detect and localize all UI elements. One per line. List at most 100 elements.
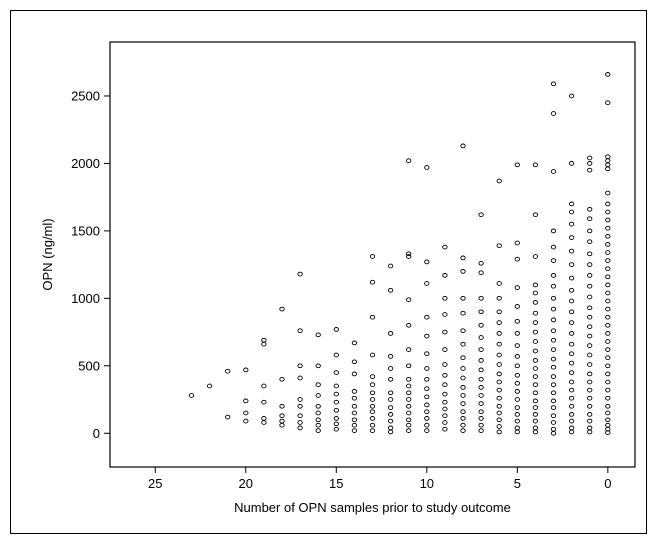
data-point xyxy=(605,410,611,416)
data-point xyxy=(514,318,520,324)
data-point xyxy=(261,341,267,347)
data-point xyxy=(351,422,358,428)
data-point xyxy=(424,351,430,357)
data-point xyxy=(550,390,557,396)
data-point xyxy=(261,337,267,343)
data-point xyxy=(460,428,466,433)
data-point xyxy=(297,271,303,277)
data-point xyxy=(460,401,466,406)
data-point xyxy=(387,376,394,382)
data-point xyxy=(496,410,502,416)
data-point xyxy=(406,428,412,433)
data-point xyxy=(550,328,557,334)
data-point xyxy=(460,310,466,316)
data-point xyxy=(442,312,448,317)
data-point xyxy=(460,143,466,149)
data-point xyxy=(568,93,575,99)
data-point xyxy=(387,366,394,371)
data-point xyxy=(478,416,484,421)
data-point xyxy=(387,331,394,336)
y-tick-label: 2500 xyxy=(71,88,100,103)
y-axis-title: OPN (ng/ml) xyxy=(40,218,55,290)
data-point xyxy=(568,248,575,254)
data-point xyxy=(605,201,611,207)
data-point xyxy=(460,375,466,381)
data-point xyxy=(514,354,520,359)
data-point xyxy=(261,383,267,389)
data-points xyxy=(188,72,611,436)
data-point xyxy=(587,155,593,161)
data-point xyxy=(478,335,484,340)
data-point xyxy=(605,209,611,215)
data-point xyxy=(442,420,448,425)
data-point xyxy=(424,314,430,320)
data-point xyxy=(351,428,358,433)
data-point xyxy=(532,339,539,344)
data-point xyxy=(514,380,520,386)
data-point xyxy=(478,385,484,390)
data-point xyxy=(514,331,520,336)
data-point xyxy=(369,254,376,259)
data-point xyxy=(406,390,412,396)
data-point xyxy=(478,409,484,415)
data-point xyxy=(550,283,557,289)
data-point xyxy=(387,405,394,410)
data-point xyxy=(406,322,412,328)
x-tick-label: 25 xyxy=(148,476,162,491)
data-point xyxy=(369,416,376,421)
data-point xyxy=(369,352,376,358)
data-point xyxy=(605,403,611,409)
data-point xyxy=(514,304,520,309)
data-point xyxy=(333,327,339,332)
data-point xyxy=(605,190,611,196)
data-point xyxy=(514,162,520,168)
data-point xyxy=(605,347,611,352)
data-point xyxy=(587,228,593,234)
data-point xyxy=(460,295,466,301)
data-point xyxy=(550,295,557,301)
data-point xyxy=(424,333,430,339)
data-point xyxy=(532,390,539,396)
data-point xyxy=(460,255,466,261)
data-point xyxy=(188,393,195,398)
data-point xyxy=(351,403,358,409)
data-point xyxy=(532,418,539,424)
data-point xyxy=(333,416,339,421)
data-point xyxy=(568,275,575,281)
data-point xyxy=(460,328,466,334)
data-point xyxy=(333,352,339,358)
data-point xyxy=(496,309,502,315)
data-point xyxy=(550,244,557,250)
data-point xyxy=(297,397,303,402)
data-point xyxy=(460,355,466,361)
data-point xyxy=(532,254,539,259)
data-point xyxy=(532,405,539,410)
data-point xyxy=(206,383,213,389)
data-point xyxy=(587,239,593,245)
data-point xyxy=(587,251,593,257)
data-point xyxy=(587,425,593,431)
data-point xyxy=(406,403,412,409)
data-point xyxy=(406,254,412,259)
data-point xyxy=(297,425,303,431)
data-point xyxy=(351,410,358,416)
data-point xyxy=(424,281,430,286)
data-point xyxy=(406,397,412,402)
data-point xyxy=(605,331,611,336)
data-point xyxy=(587,362,593,367)
data-point xyxy=(550,273,557,278)
data-point xyxy=(315,393,321,398)
data-point xyxy=(460,269,466,274)
x-tick-label: 20 xyxy=(239,476,253,491)
data-point xyxy=(333,383,339,389)
data-point xyxy=(605,154,611,160)
data-point xyxy=(369,390,376,396)
data-point xyxy=(315,410,321,416)
data-point xyxy=(478,393,484,398)
data-point xyxy=(568,418,575,424)
data-point xyxy=(496,429,502,435)
data-point xyxy=(514,372,520,378)
data-point xyxy=(496,331,502,336)
data-point xyxy=(587,387,593,393)
data-point xyxy=(315,428,321,433)
